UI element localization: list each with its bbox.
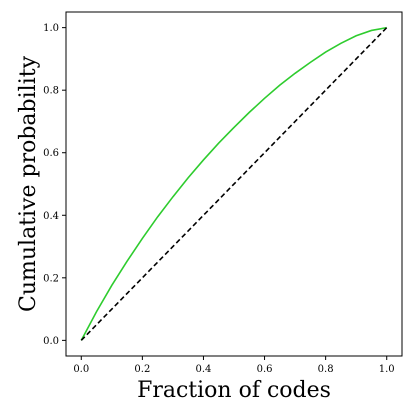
- plot-content: [80, 26, 388, 341]
- y-tick-label: 0.0: [43, 336, 59, 347]
- y-tick-label: 0.8: [43, 86, 59, 97]
- x-tick-label: 0.8: [318, 364, 334, 375]
- x-tick-label: 0.6: [257, 364, 273, 375]
- cumulative-curve-series-0: [80, 26, 387, 341]
- x-tick-label: 1.0: [379, 364, 395, 375]
- x-tick-label: 0.0: [73, 364, 89, 375]
- y-tick-label: 0.6: [43, 148, 59, 159]
- x-tick-label: 0.4: [196, 364, 212, 375]
- plot-frame: [65, 11, 403, 357]
- ticks: 0.0 0.2 0.4 0.6 0.8 1.0 0.0 0.2 0.4 0.6 0.8 1.0: [43, 23, 395, 375]
- y-tick-label: 0.4: [43, 211, 59, 222]
- y-tick-label: 1.0: [43, 23, 59, 34]
- x-axis-label: Fraction of codes: [137, 378, 331, 403]
- x-tick-label: 0.2: [134, 364, 150, 375]
- diagonal-reference-line-series-1: [80, 27, 388, 341]
- y-axis-label: Cumulative probability: [16, 55, 41, 312]
- y-tick-label: 0.2: [43, 273, 59, 284]
